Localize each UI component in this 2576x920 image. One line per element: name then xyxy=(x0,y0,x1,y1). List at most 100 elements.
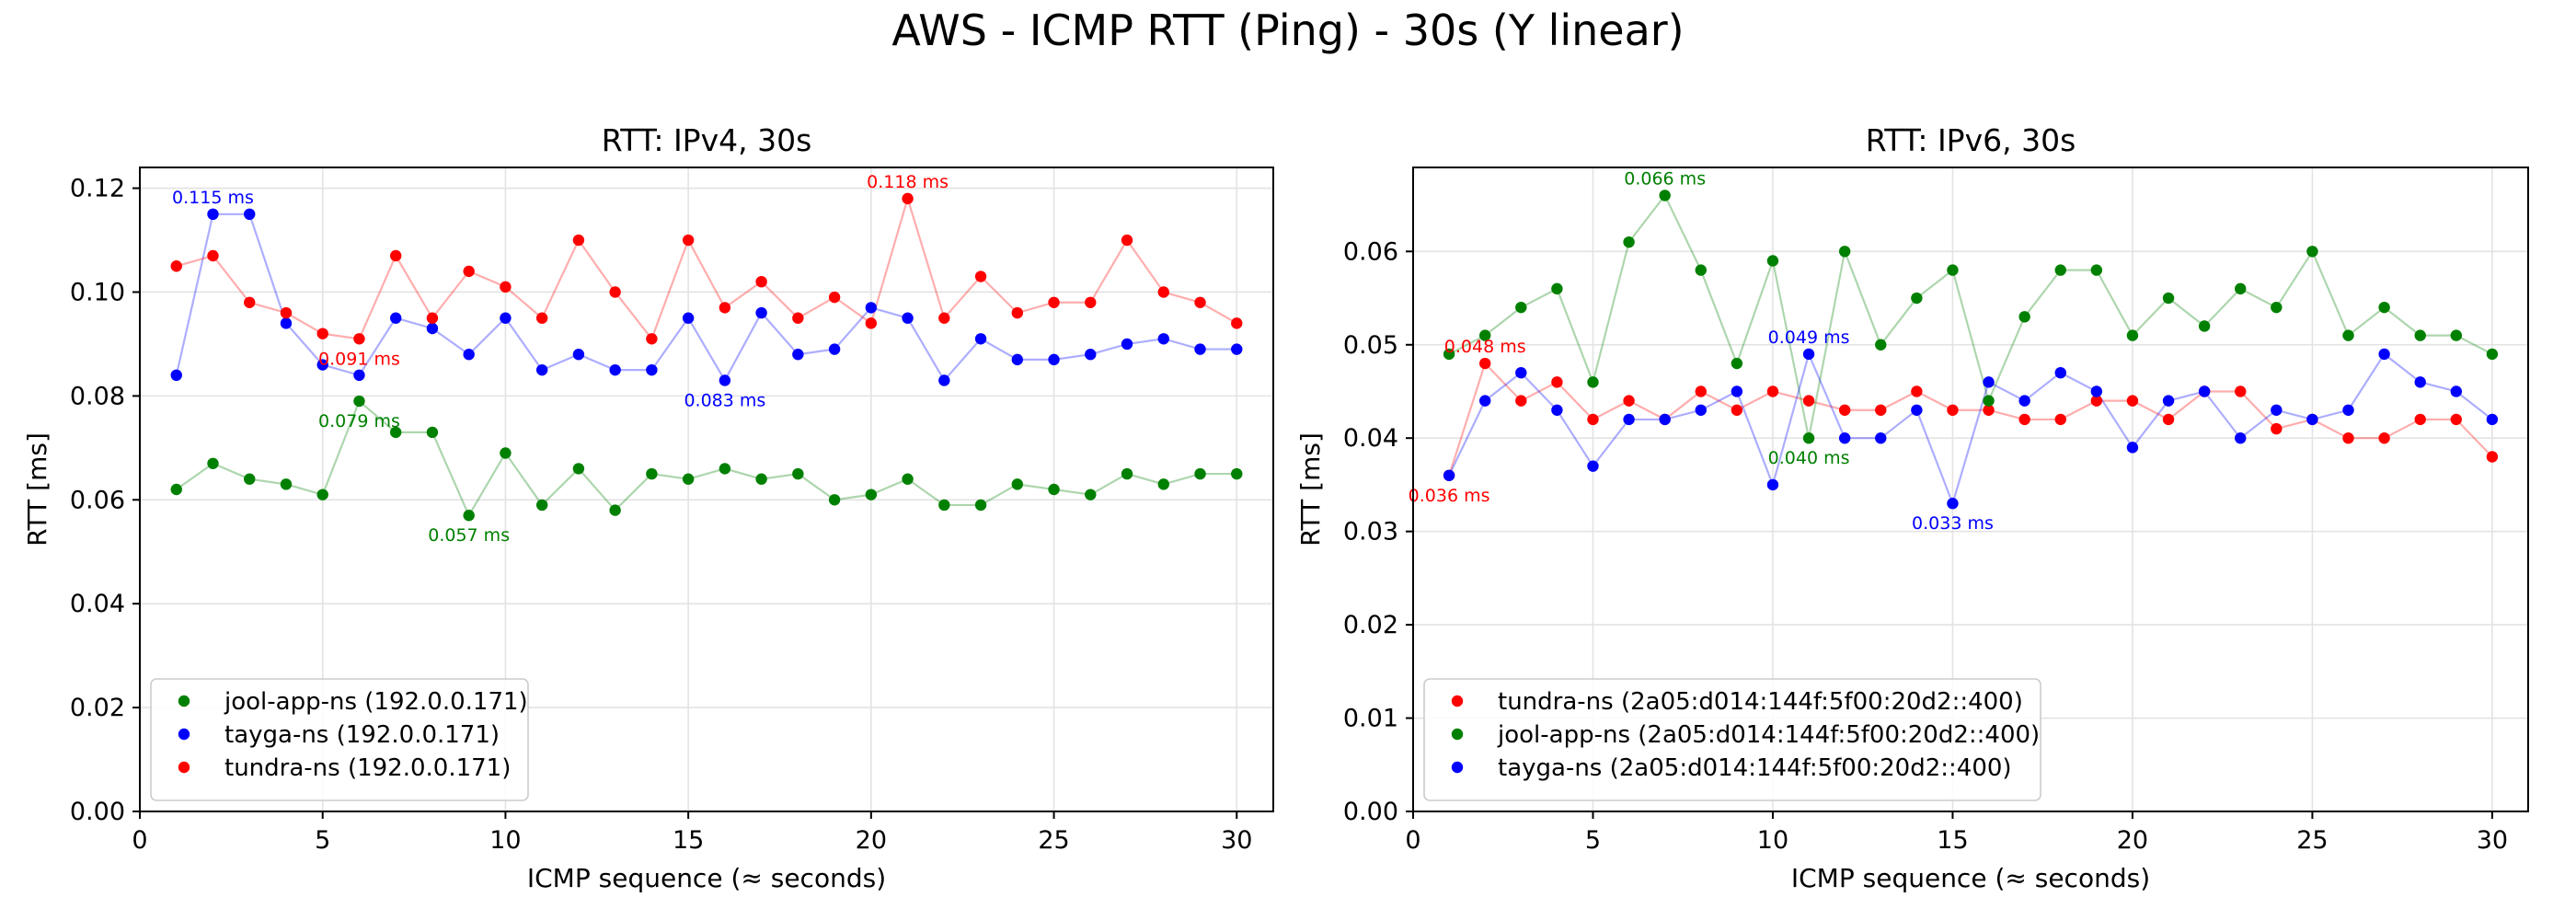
data-point xyxy=(1443,469,1455,481)
legend-box xyxy=(150,678,529,801)
data-point xyxy=(280,478,293,490)
data-point xyxy=(1011,478,1024,490)
data-point xyxy=(572,349,585,361)
x-tick-label: 10 xyxy=(1757,826,1788,855)
series-points-2 xyxy=(1443,348,2499,510)
data-point xyxy=(2450,385,2463,397)
data-point xyxy=(244,296,256,308)
data-point xyxy=(1231,317,1243,329)
legend-box xyxy=(1423,678,2041,801)
data-point xyxy=(1515,395,1527,407)
legend-marker xyxy=(178,728,190,741)
data-point xyxy=(646,333,658,345)
data-point xyxy=(2126,442,2139,454)
data-point xyxy=(1623,413,1635,426)
data-point xyxy=(1766,255,1779,267)
series-line-1 xyxy=(175,213,1237,383)
data-point xyxy=(1875,339,1887,351)
data-point xyxy=(1838,404,1851,416)
data-point xyxy=(426,312,439,324)
data-point xyxy=(1911,404,1923,416)
data-point xyxy=(2414,329,2426,341)
data-point xyxy=(1048,353,1060,366)
y-tick-label: 0.08 xyxy=(70,382,125,410)
series-line-0 xyxy=(1448,361,2493,477)
data-point xyxy=(974,333,987,345)
y-tick-label: 0.04 xyxy=(1343,424,1398,453)
data-point xyxy=(1766,478,1779,491)
data-point xyxy=(938,312,950,324)
data-point xyxy=(1478,329,1491,341)
data-point xyxy=(1085,349,1097,361)
data-point xyxy=(207,208,219,221)
y-axis-label: RTT [ms] xyxy=(22,432,52,546)
data-point xyxy=(1695,385,1707,397)
data-point xyxy=(2090,264,2103,276)
data-point xyxy=(1194,296,1206,308)
legend-entry: tundra-ns (192.0.0.171) xyxy=(224,754,511,782)
data-point xyxy=(1085,489,1097,500)
data-point xyxy=(2054,264,2066,276)
data-point xyxy=(280,317,293,329)
data-point xyxy=(1695,404,1707,416)
y-tick-label: 0.02 xyxy=(70,694,125,722)
data-point xyxy=(2486,451,2499,463)
data-point xyxy=(500,281,512,293)
data-point xyxy=(426,322,439,335)
series-line-1 xyxy=(1448,193,2493,439)
legend-entry: tundra-ns (2a05:d014:144f:5f00:20d2::400… xyxy=(1498,688,2023,716)
data-point xyxy=(1011,306,1024,319)
data-point xyxy=(1587,413,1599,426)
x-tick-label: 30 xyxy=(2477,826,2508,855)
data-point xyxy=(682,473,695,485)
data-point xyxy=(1011,353,1024,366)
series-points-0 xyxy=(170,395,1243,522)
series-line-0 xyxy=(176,399,1237,518)
data-point xyxy=(1048,296,1060,308)
data-point xyxy=(609,504,621,516)
data-point xyxy=(1551,282,1563,295)
legend-entry: jool-app-ns (192.0.0.171) xyxy=(224,688,528,716)
data-point xyxy=(170,369,182,382)
data-point xyxy=(1157,286,1169,298)
data-point xyxy=(2090,385,2103,397)
data-point xyxy=(682,234,695,247)
data-point xyxy=(316,328,328,339)
legend-marker xyxy=(178,695,190,707)
data-point xyxy=(755,275,767,288)
data-point xyxy=(170,483,182,496)
data-point xyxy=(1802,395,1815,407)
data-point xyxy=(2450,329,2463,341)
data-point xyxy=(2018,413,2030,426)
x-tick-label: 15 xyxy=(1937,826,1968,855)
data-point xyxy=(1838,246,1851,258)
data-point xyxy=(792,467,804,480)
data-point xyxy=(1802,348,1815,361)
data-point xyxy=(609,286,621,298)
data-point xyxy=(1911,385,1923,397)
data-point xyxy=(1121,234,1133,247)
data-annotation: 0.083 ms xyxy=(684,390,765,410)
legend-entry: tayga-ns (192.0.0.171) xyxy=(224,721,500,749)
data-point xyxy=(316,489,328,500)
legend-entry: tayga-ns (2a05:d014:144f:5f00:20d2::400) xyxy=(1498,754,2012,782)
data-point xyxy=(1731,357,1743,370)
data-point xyxy=(2018,311,2030,323)
data-point xyxy=(1731,404,1743,416)
data-point xyxy=(426,426,439,439)
data-point xyxy=(1875,432,1887,444)
legend-marker xyxy=(1451,695,1464,707)
data-point xyxy=(1587,460,1599,472)
data-point xyxy=(353,333,365,345)
data-point xyxy=(1947,404,1959,416)
data-point xyxy=(1085,296,1097,308)
data-annotation: 0.118 ms xyxy=(867,172,949,192)
y-tick-label: 0.06 xyxy=(70,486,125,514)
data-point xyxy=(2090,395,2103,407)
data-point xyxy=(500,447,512,459)
data-point xyxy=(1478,357,1491,370)
data-point xyxy=(1551,376,1563,388)
data-point xyxy=(2342,404,2354,416)
data-annotation: 0.049 ms xyxy=(1768,328,1850,348)
